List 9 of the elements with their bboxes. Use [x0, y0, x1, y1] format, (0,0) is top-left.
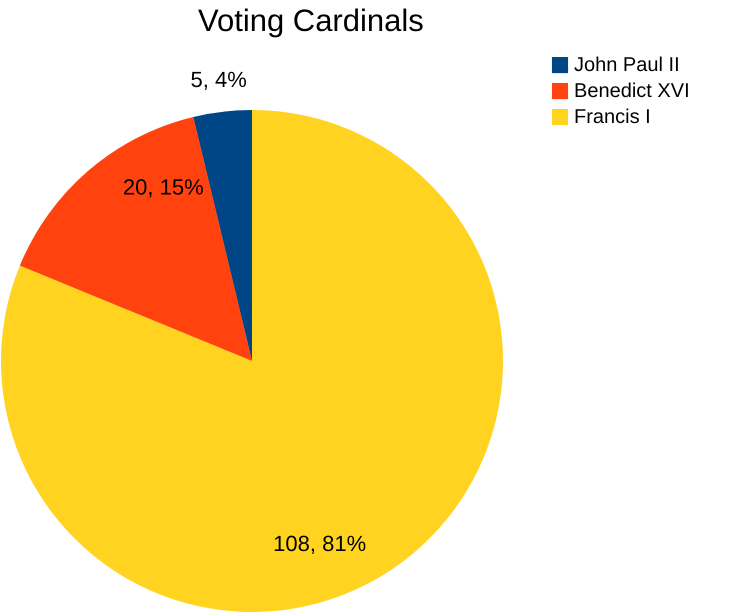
legend-label: John Paul II: [574, 54, 680, 76]
legend-label: Benedict XVI: [574, 80, 690, 102]
data-label: 5, 4%: [190, 66, 247, 92]
data-label: 20, 15%: [122, 174, 204, 200]
pie-slice: [20, 116, 252, 361]
pie-slice: [1, 110, 503, 612]
chart-title: Voting Cardinals: [198, 3, 424, 38]
data-label: 108, 81%: [273, 530, 366, 556]
legend-label: Francis I: [574, 106, 651, 128]
